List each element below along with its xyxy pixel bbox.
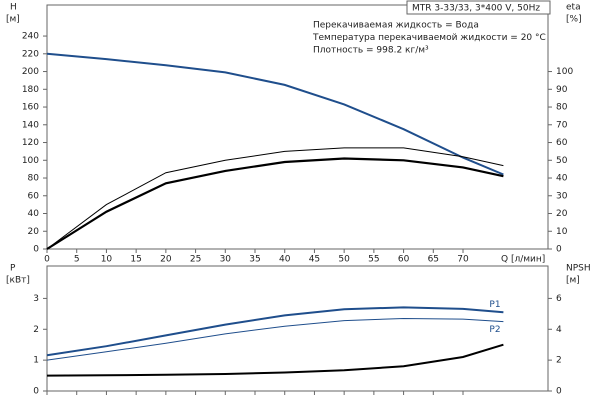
x-tick-label: 60 <box>398 255 410 265</box>
curve <box>46 52 504 176</box>
x-tick-label: 15 <box>130 255 141 265</box>
y2-tick-label: 70 <box>556 120 568 130</box>
x-tick-label: 5 <box>74 255 80 265</box>
x-tick-label: 40 <box>279 255 291 265</box>
y2-axis-title: NPSH <box>566 264 591 274</box>
y2-tick-label: 4 <box>556 325 562 335</box>
series-label: P1 <box>489 300 500 310</box>
y-tick-label: 1 <box>33 356 39 366</box>
x-axis-title: Q [л/мин] <box>501 255 545 265</box>
x-tick-label: 30 <box>220 255 232 265</box>
y-tick-label: 160 <box>22 103 39 113</box>
series-label: P2 <box>489 325 500 335</box>
y2-tick-label: 10 <box>556 227 568 237</box>
y2-tick-label: 80 <box>556 103 568 113</box>
y2-tick-label: 30 <box>556 191 568 201</box>
curve <box>46 343 504 377</box>
annotation: Температура перекачиваемой жидкости = 20… <box>312 33 546 43</box>
y-tick-label: 20 <box>28 227 40 237</box>
y2-tick-label: 60 <box>556 138 568 148</box>
y-tick-label: 120 <box>22 138 39 148</box>
y2-tick-label: 6 <box>556 294 562 304</box>
curve <box>46 157 504 250</box>
y-tick-label: 40 <box>28 209 40 219</box>
y-axis-unit: [м] <box>6 15 20 25</box>
plot-frame <box>46 4 549 250</box>
curve <box>46 147 504 250</box>
annotation: Перекачиваемая жидкость = Вода <box>313 21 479 31</box>
title-box <box>406 0 551 15</box>
y-tick-label: 0 <box>33 387 39 397</box>
y2-tick-label: 0 <box>556 387 562 397</box>
y-tick-label: 200 <box>22 67 39 77</box>
y2-axis-unit: [м] <box>566 276 580 286</box>
x-tick-label: 50 <box>338 255 350 265</box>
chart-title: MTR 3-33/33, 3*400 V, 50Hz <box>412 4 540 14</box>
y-tick-label: 2 <box>33 325 39 335</box>
x-tick-label: 0 <box>44 255 50 265</box>
x-tick-label: 70 <box>457 255 469 265</box>
y2-tick-label: 100 <box>556 67 573 77</box>
y-tick-label: 240 <box>22 32 39 42</box>
y-tick-label: 60 <box>28 191 40 201</box>
annotation: Плотность = 998.2 кг/м³ <box>313 46 429 56</box>
x-tick-label: 10 <box>101 255 113 265</box>
y2-tick-label: 40 <box>556 174 568 184</box>
x-tick-label: 65 <box>428 255 439 265</box>
y-tick-label: 140 <box>22 120 39 130</box>
curve <box>46 306 504 357</box>
y2-tick-label: 20 <box>556 209 568 219</box>
y-axis-title: P <box>10 264 16 274</box>
y2-axis-unit: [%] <box>566 15 582 25</box>
y-tick-label: 3 <box>33 294 39 304</box>
x-tick-label: 20 <box>160 255 172 265</box>
x-tick-label: 25 <box>190 255 201 265</box>
x-tick-label: 55 <box>368 255 379 265</box>
y2-tick-label: 90 <box>556 85 568 95</box>
y2-axis-title: eta <box>566 3 581 13</box>
y2-tick-label: 0 <box>556 245 562 255</box>
y2-tick-label: 2 <box>556 356 562 366</box>
y-tick-label: 180 <box>22 85 39 95</box>
y2-tick-label: 50 <box>556 156 568 166</box>
y-tick-label: 100 <box>22 156 39 166</box>
y-axis-title: H <box>10 3 17 13</box>
y-tick-label: 80 <box>28 174 40 184</box>
y-tick-label: 220 <box>22 49 39 59</box>
x-tick-label: 45 <box>309 255 320 265</box>
y-tick-label: 0 <box>33 245 39 255</box>
plot-frame <box>46 265 549 392</box>
y-axis-unit: [кВт] <box>6 276 30 286</box>
curve <box>46 317 504 361</box>
x-tick-label: 35 <box>249 255 260 265</box>
